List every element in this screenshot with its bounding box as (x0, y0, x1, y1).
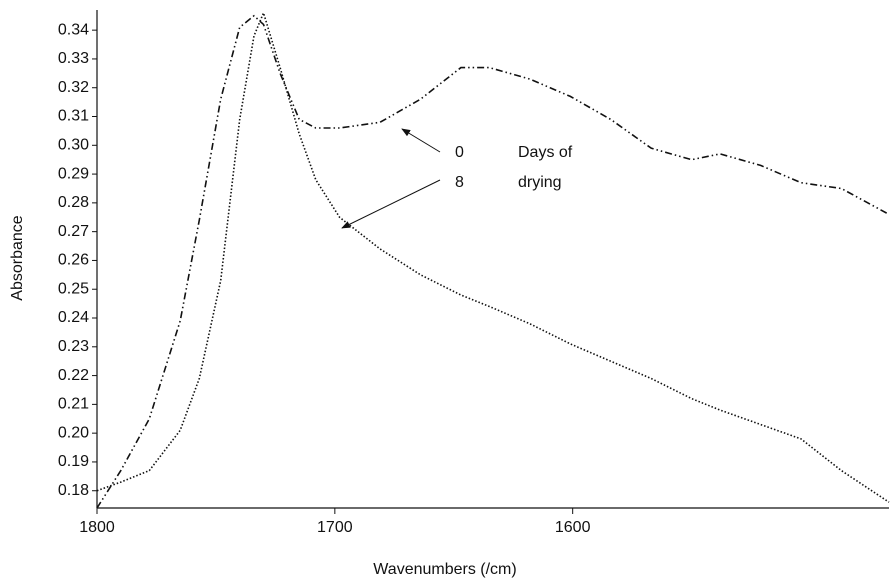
annotation: Days of (518, 144, 573, 161)
y-tick-label: 0.24 (58, 309, 89, 326)
y-tick-label: 0.20 (58, 424, 89, 441)
y-tick-label: 0.19 (58, 453, 89, 470)
y-tick-label: 0.29 (58, 165, 89, 182)
y-tick-label: 0.33 (58, 50, 89, 67)
y-tick-label: 0.18 (58, 482, 89, 499)
x-tick-label: 1600 (555, 519, 591, 536)
y-tick-label: 0.22 (58, 367, 89, 384)
y-tick-label: 0.34 (58, 21, 89, 38)
x-tick-label: 1700 (317, 519, 353, 536)
series-line (96, 14, 890, 509)
y-tick-label: 0.27 (58, 223, 89, 240)
y-tick-label: 0.26 (58, 252, 89, 269)
y-tick-label: 0.25 (58, 280, 89, 297)
arrow (401, 128, 441, 153)
y-axis-label: Absorbance (9, 215, 26, 300)
annotation: drying (518, 174, 562, 191)
arrow (341, 179, 441, 229)
annotation: 0 (455, 144, 464, 161)
y-tick-label: 0.23 (58, 338, 89, 355)
y-tick-label: 0.21 (58, 396, 89, 413)
annotation: 8 (455, 174, 464, 191)
y-tick-label: 0.31 (58, 108, 89, 125)
y-tick-label: 0.28 (58, 194, 89, 211)
y-tick-label: 0.30 (58, 137, 89, 154)
x-axis-label: Wavenumbers (/cm) (373, 561, 516, 578)
series-line (96, 10, 890, 503)
y-tick-label: 0.32 (58, 79, 89, 96)
x-tick-label: 1800 (79, 519, 115, 536)
